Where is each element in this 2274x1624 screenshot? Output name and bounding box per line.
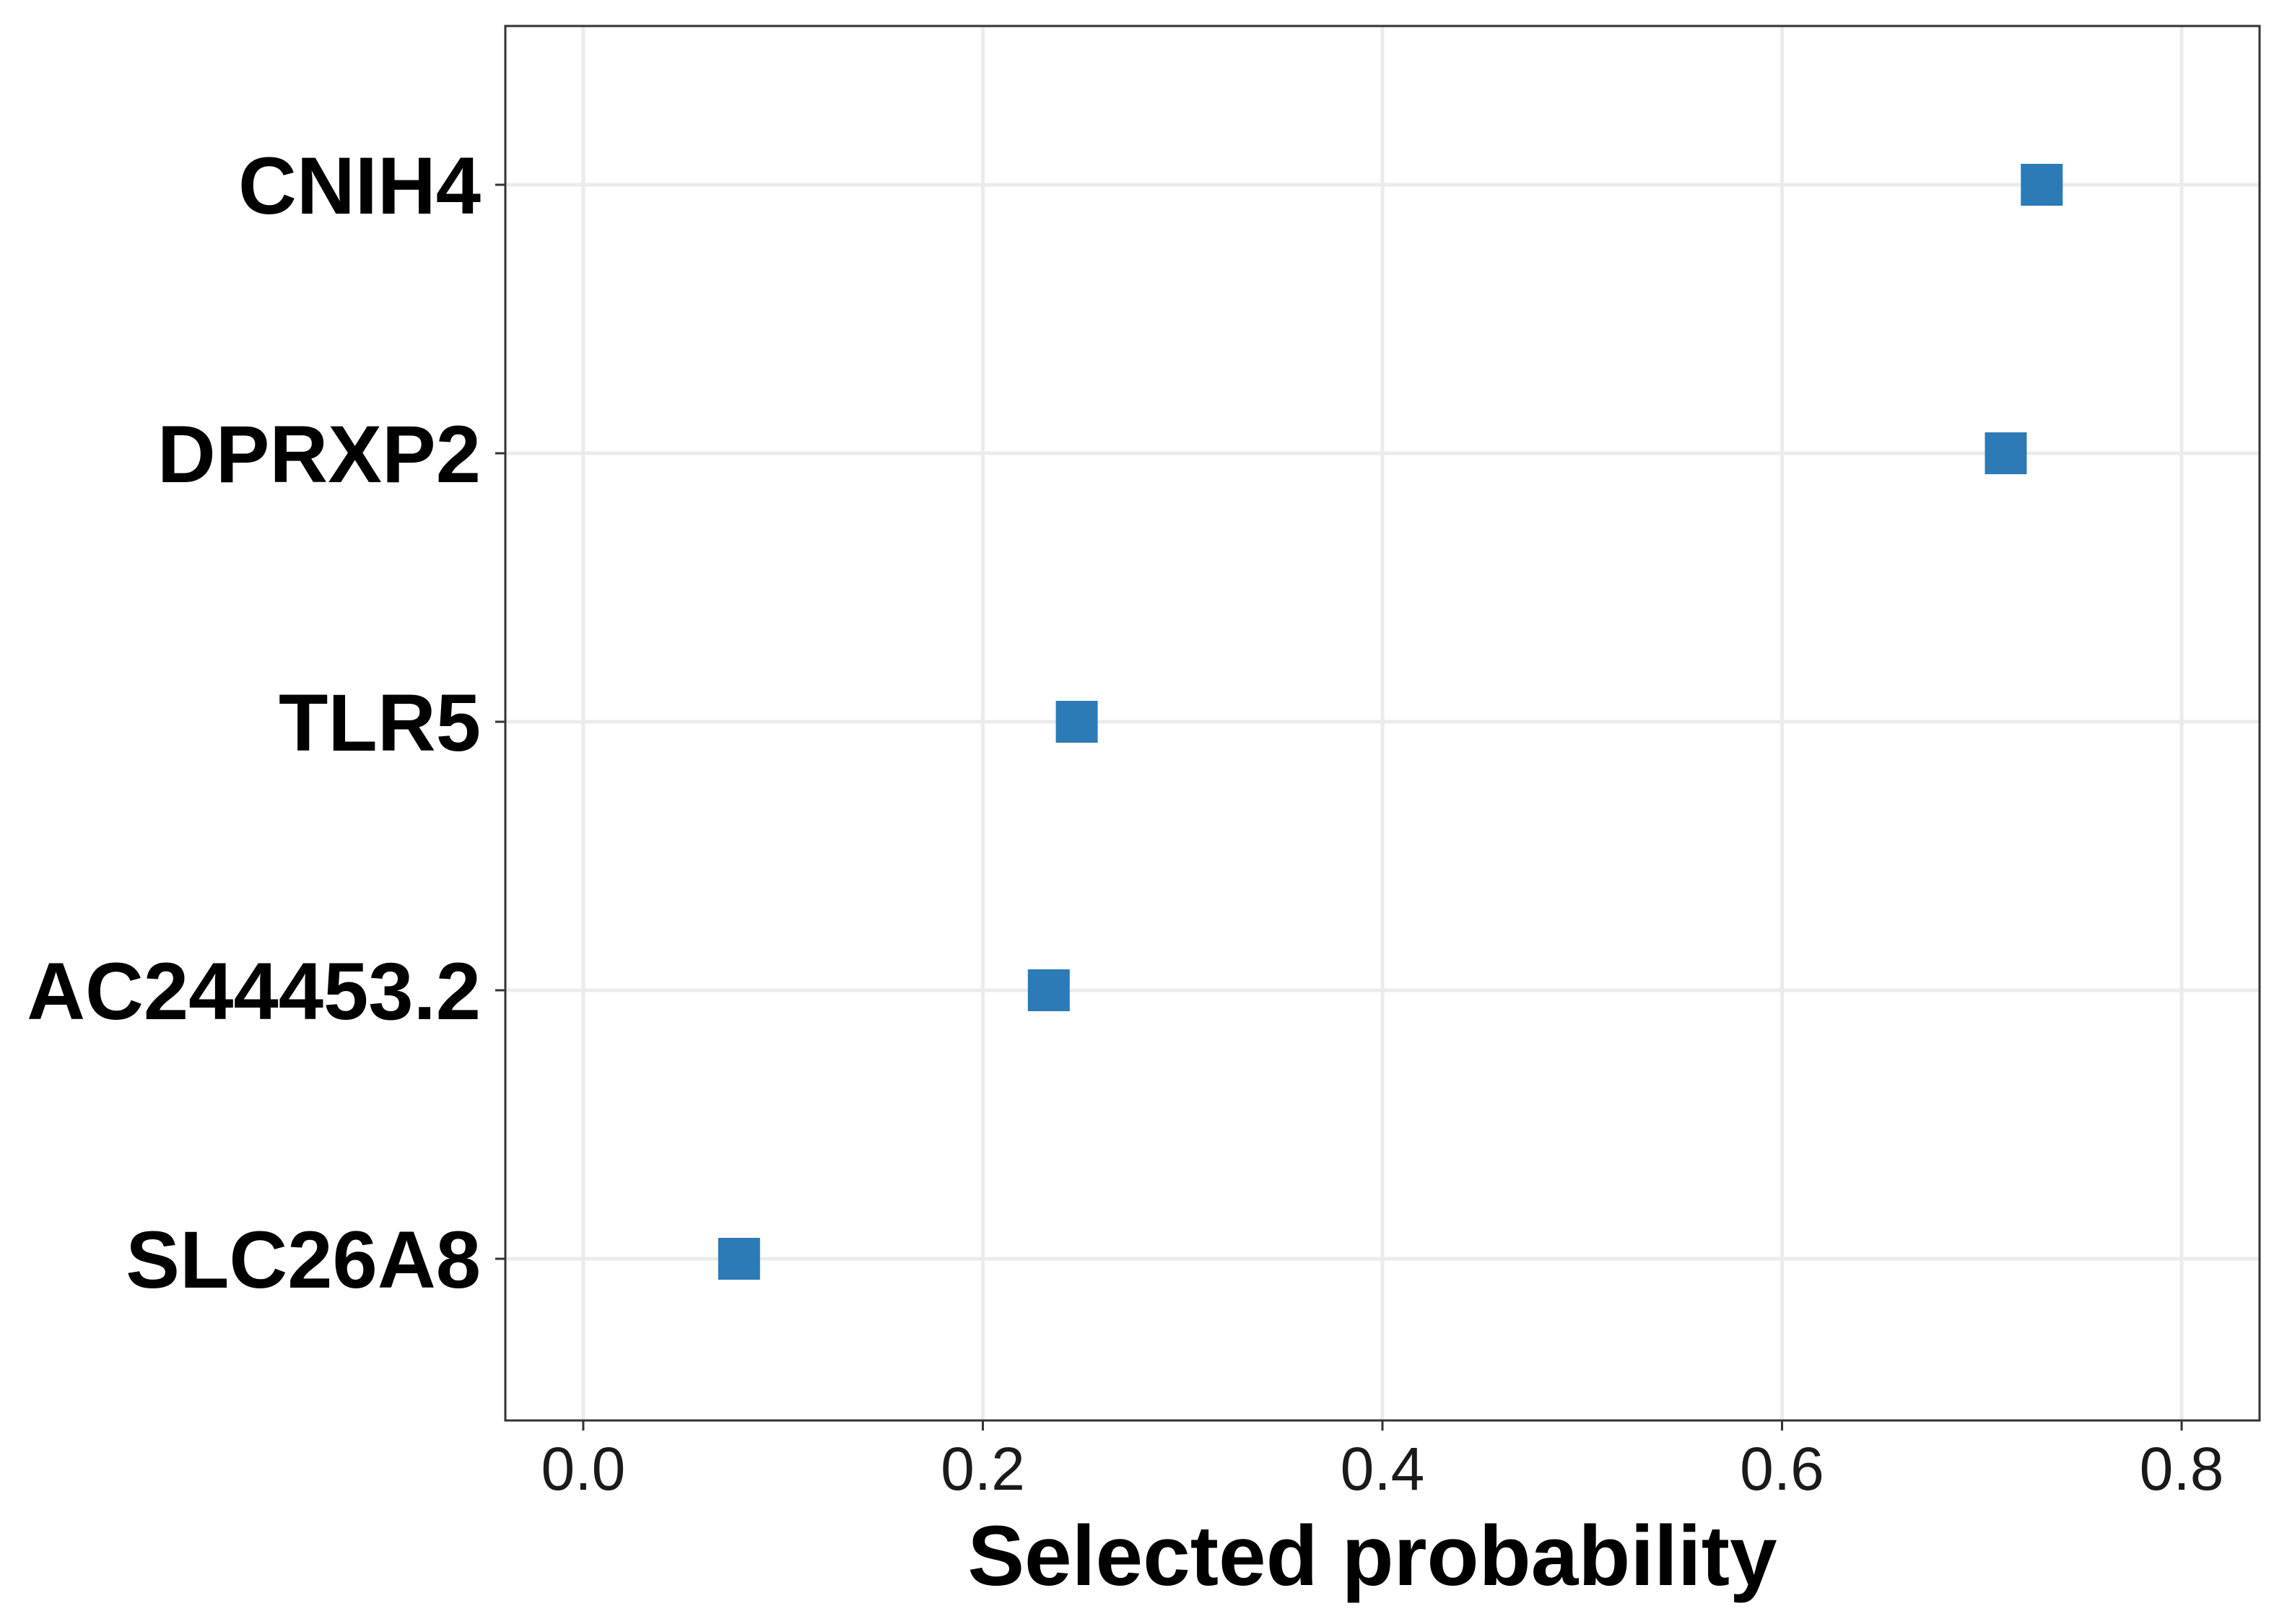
y-tick-label: AC244453.2 — [27, 946, 481, 1036]
data-point — [1055, 701, 1098, 743]
x-tick-label: 0.8 — [2140, 1435, 2224, 1503]
data-point — [1027, 969, 1070, 1011]
x-axis-labels: 0.0 0.2 0.4 0.6 0.8 — [541, 1435, 2224, 1503]
y-tick-label: SLC26A8 — [126, 1215, 481, 1305]
x-axis-title: Selected probability — [967, 1509, 1777, 1604]
y-tick-label: CNIH4 — [238, 141, 481, 231]
x-tick-label: 0.6 — [1740, 1435, 1824, 1503]
data-point — [718, 1238, 760, 1280]
grid-lines — [505, 26, 2260, 1420]
y-axis-labels: CNIH4 DPRXP2 TLR5 AC244453.2 SLC26A8 — [27, 141, 481, 1305]
x-tick-label: 0.0 — [541, 1435, 626, 1503]
data-point — [2021, 164, 2063, 206]
axis-ticks — [495, 183, 2183, 1431]
y-tick-label: TLR5 — [279, 678, 481, 768]
y-tick-label: DPRXP2 — [157, 409, 481, 499]
panel-border — [504, 25, 2261, 1422]
data-points — [718, 164, 2063, 1280]
data-point — [1985, 432, 2027, 474]
x-tick-label: 0.4 — [1341, 1435, 1425, 1503]
x-tick-label: 0.2 — [941, 1435, 1025, 1503]
